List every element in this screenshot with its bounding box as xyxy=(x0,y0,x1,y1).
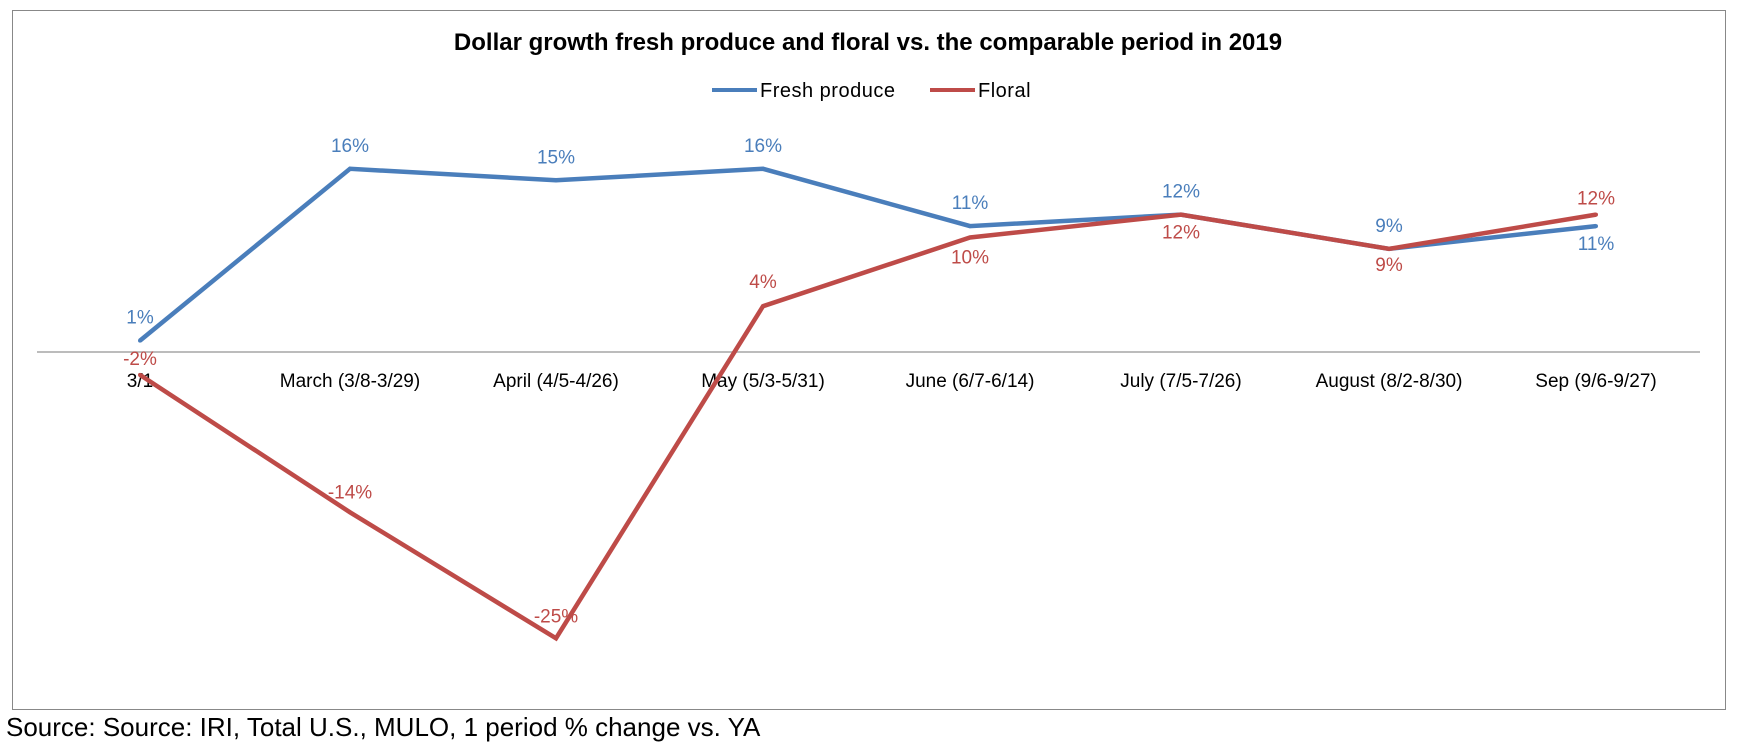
data-label-fresh-produce: 11% xyxy=(1578,234,1615,255)
x-tick-label: March (3/8-3/29) xyxy=(280,371,420,392)
data-label-floral: 10% xyxy=(951,248,989,269)
data-label-floral: -14% xyxy=(328,482,372,503)
x-tick-label: May (5/3-5/31) xyxy=(701,371,825,392)
x-tick-label: August (8/2-8/30) xyxy=(1316,371,1463,392)
x-tick-label: 3/1 xyxy=(127,371,153,392)
legend-label: Floral xyxy=(978,80,1031,102)
data-label-fresh-produce: 9% xyxy=(1375,216,1403,237)
data-label-floral: 12% xyxy=(1577,189,1615,210)
data-point xyxy=(1594,212,1598,217)
x-axis-ticks: 3/1 March (3/8-3/29) April (4/5-4/26) May (… xyxy=(127,371,1657,392)
data-point xyxy=(1594,224,1598,229)
data-label-floral: -2% xyxy=(123,349,157,370)
data-point xyxy=(968,224,972,229)
data-label-fresh-produce: 15% xyxy=(537,147,575,168)
data-point xyxy=(348,166,352,171)
data-label-fresh-produce: 16% xyxy=(744,136,782,157)
line-chart: Dollar growth fresh produce and floral v… xyxy=(37,29,1700,642)
data-point xyxy=(1387,246,1391,251)
data-label-floral: -25% xyxy=(534,606,578,627)
x-tick-label: July (7/5-7/26) xyxy=(1120,371,1241,392)
data-label-fresh-produce: 11% xyxy=(952,193,989,214)
data-point xyxy=(968,235,972,240)
data-label-fresh-produce: 12% xyxy=(1162,182,1200,203)
data-point xyxy=(554,178,558,183)
data-point xyxy=(554,636,558,641)
x-tick-label: June (6/7-6/14) xyxy=(906,371,1035,392)
data-point xyxy=(138,338,142,343)
legend-label: Fresh produce xyxy=(760,80,895,102)
data-point xyxy=(761,304,765,309)
series-lines xyxy=(138,166,1598,642)
data-point xyxy=(348,510,352,515)
chart-title: Dollar growth fresh produce and floral v… xyxy=(454,29,1282,56)
legend: Fresh produce Floral xyxy=(712,80,1031,102)
data-label-fresh-produce: 1% xyxy=(126,308,154,329)
data-point xyxy=(138,372,142,377)
x-tick-label: Sep (9/6-9/27) xyxy=(1535,371,1656,392)
data-labels: 1% 16% 15% 16% 11% 12% 9% 11% -2% -14% -25% 4% 10% 12… xyxy=(123,136,1615,627)
data-label-floral: 9% xyxy=(1375,255,1403,276)
data-label-fresh-produce: 16% xyxy=(331,136,369,157)
x-tick-label: April (4/5-4/26) xyxy=(493,371,619,392)
series-line-floral xyxy=(138,212,1597,642)
source-note: Source: Source: IRI, Total U.S., MULO, 1… xyxy=(6,712,761,742)
data-point xyxy=(1179,212,1183,217)
data-label-floral: 4% xyxy=(749,272,777,293)
data-label-floral: 12% xyxy=(1162,223,1200,244)
data-point xyxy=(761,166,765,171)
chart-frame xyxy=(12,10,1726,710)
